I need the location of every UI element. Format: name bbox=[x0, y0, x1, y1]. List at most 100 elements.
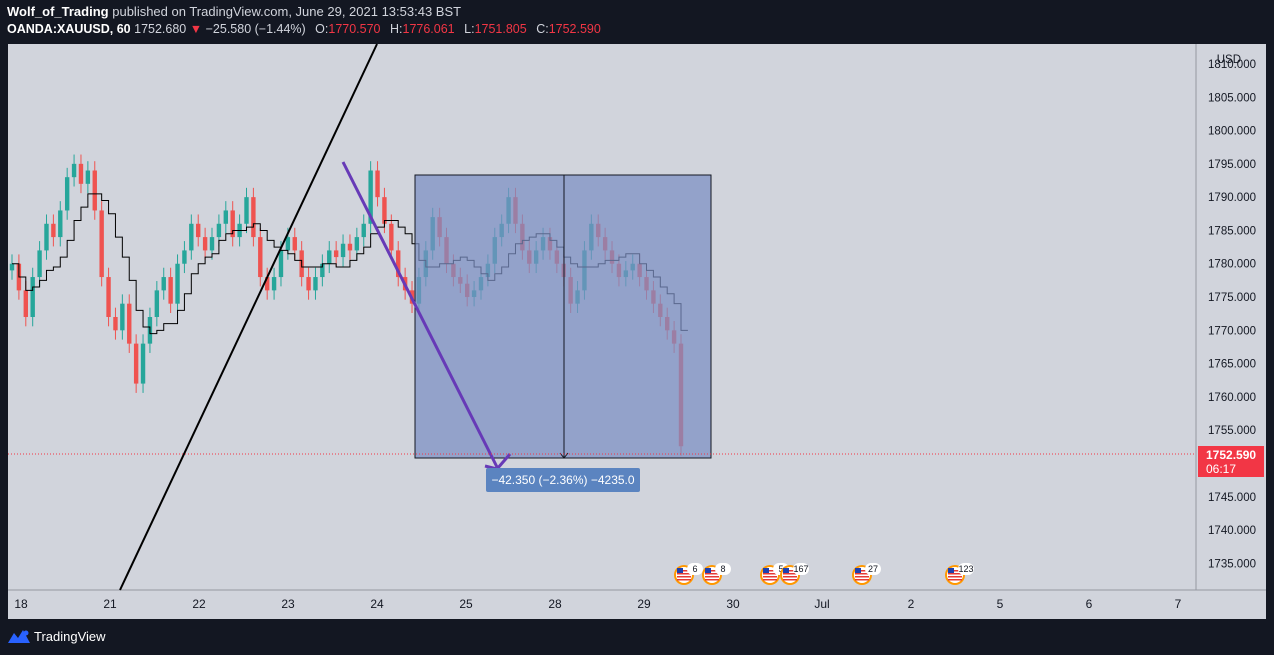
us-flag-icon[interactable]: 5 bbox=[760, 563, 789, 585]
flag-stripe bbox=[783, 579, 797, 581]
candle-body[interactable] bbox=[354, 237, 360, 251]
candle-body[interactable] bbox=[271, 277, 277, 291]
purple-arrowhead-right bbox=[495, 453, 512, 470]
time-tick-label: 22 bbox=[192, 597, 206, 611]
candle-body[interactable] bbox=[216, 223, 222, 238]
economic-events[interactable]: 6 8 5 167 27 123 bbox=[674, 563, 974, 585]
event-count-badge bbox=[958, 563, 974, 575]
candle-body[interactable] bbox=[44, 223, 49, 251]
candle-body[interactable] bbox=[113, 317, 118, 331]
current-price-value: 1752.590 bbox=[1206, 448, 1256, 462]
flag-stripe bbox=[763, 576, 777, 578]
candle-body[interactable] bbox=[375, 170, 380, 198]
flag-canton bbox=[948, 568, 954, 573]
candle-body[interactable] bbox=[168, 277, 173, 304]
candle-body[interactable] bbox=[320, 263, 325, 278]
price-change: −25.580 (−1.44%) bbox=[205, 22, 306, 36]
footer-brand[interactable]: TradingView bbox=[34, 629, 106, 644]
candle-body[interactable] bbox=[258, 237, 263, 278]
candle-body[interactable] bbox=[251, 197, 256, 238]
candle-body[interactable] bbox=[9, 263, 15, 271]
candle-body[interactable] bbox=[133, 343, 139, 384]
candle-body[interactable] bbox=[120, 303, 125, 331]
candle-body[interactable] bbox=[37, 250, 42, 278]
candle-body[interactable] bbox=[306, 277, 311, 291]
candle-body[interactable] bbox=[389, 223, 394, 251]
candle-body[interactable] bbox=[23, 290, 28, 317]
symbol-label[interactable]: OANDA:XAUUSD, 60 bbox=[7, 22, 131, 36]
flag-canton bbox=[855, 568, 861, 573]
flag-stripe bbox=[948, 576, 962, 578]
tradingview-logo-icon[interactable] bbox=[8, 629, 30, 643]
price-tick-label: 1745.000 bbox=[1208, 492, 1256, 504]
candle-body[interactable] bbox=[154, 290, 160, 317]
flag-stripe bbox=[705, 576, 719, 578]
flag-stripe bbox=[783, 576, 797, 578]
candle-body[interactable] bbox=[382, 197, 387, 224]
black-trendline[interactable] bbox=[119, 43, 378, 591]
candle-body[interactable] bbox=[99, 210, 104, 278]
down-arrow-icon: ▼ bbox=[189, 22, 203, 36]
candle-body[interactable] bbox=[71, 163, 77, 178]
price-range-box[interactable] bbox=[414, 174, 712, 459]
candle-body[interactable] bbox=[30, 277, 35, 317]
flag-stripe bbox=[855, 573, 869, 575]
candle-body[interactable] bbox=[209, 237, 215, 251]
time-tick-label: 18 bbox=[14, 597, 28, 611]
candle-body[interactable] bbox=[327, 250, 332, 264]
flag-stripe bbox=[783, 573, 797, 575]
candle-body[interactable] bbox=[292, 237, 297, 251]
candle-body[interactable] bbox=[189, 223, 194, 251]
candle-body[interactable] bbox=[92, 170, 97, 211]
candle-body[interactable] bbox=[333, 250, 339, 258]
flag-stripe bbox=[705, 570, 719, 572]
candle-body[interactable] bbox=[313, 277, 318, 291]
candle-body[interactable] bbox=[278, 250, 284, 278]
open-label: O: bbox=[315, 22, 329, 36]
candle-body[interactable] bbox=[361, 223, 366, 238]
published-text: published on TradingView.com, June 29, 2… bbox=[112, 4, 462, 19]
candle-body[interactable] bbox=[175, 263, 180, 304]
candle-body[interactable] bbox=[396, 250, 401, 278]
candle-body[interactable] bbox=[244, 197, 249, 224]
price-range-label-box bbox=[486, 468, 640, 492]
us-flag-icon[interactable]: 27 bbox=[852, 563, 881, 585]
candle-body[interactable] bbox=[140, 343, 146, 384]
event-count-badge bbox=[715, 563, 731, 575]
price-tick-label: 1760.000 bbox=[1208, 392, 1256, 404]
candle-body[interactable] bbox=[264, 277, 270, 291]
flag-stripe bbox=[855, 576, 869, 578]
price-tick-label: 1805.000 bbox=[1208, 92, 1256, 104]
candle-body[interactable] bbox=[51, 223, 56, 238]
candle-body[interactable] bbox=[127, 303, 132, 344]
us-flag-icon[interactable]: 123 bbox=[945, 563, 974, 585]
candle-body[interactable] bbox=[85, 170, 91, 184]
candle-body[interactable] bbox=[285, 237, 291, 251]
candle-body[interactable] bbox=[64, 177, 70, 211]
purple-trendline[interactable] bbox=[341, 161, 499, 468]
candle-body[interactable] bbox=[368, 170, 373, 224]
close-label: C: bbox=[536, 22, 549, 36]
flag-stripe bbox=[948, 579, 962, 581]
candle-body[interactable] bbox=[347, 243, 353, 251]
time-tick-label: 2 bbox=[908, 597, 915, 611]
candle-body[interactable] bbox=[340, 243, 346, 258]
us-flag-icon[interactable]: 6 bbox=[674, 563, 703, 585]
candle-body[interactable] bbox=[161, 277, 166, 291]
flag-stripe bbox=[855, 570, 869, 572]
candle-body[interactable] bbox=[202, 237, 208, 251]
candle-body[interactable] bbox=[223, 210, 229, 224]
time-axis[interactable] bbox=[8, 590, 1266, 619]
price-tick-label: 1780.000 bbox=[1208, 259, 1256, 271]
candle-body[interactable] bbox=[196, 223, 201, 238]
candle-body[interactable] bbox=[78, 163, 84, 184]
candle-body[interactable] bbox=[58, 210, 63, 238]
candle-body[interactable] bbox=[182, 250, 187, 264]
us-flag-icon[interactable]: 167 bbox=[780, 563, 809, 585]
us-flag-icon[interactable]: 8 bbox=[702, 563, 731, 585]
candle-body[interactable] bbox=[106, 277, 111, 317]
price-axis[interactable] bbox=[1196, 44, 1266, 590]
author-name[interactable]: Wolf_of_Trading bbox=[7, 4, 109, 19]
candle-body[interactable] bbox=[230, 210, 235, 238]
